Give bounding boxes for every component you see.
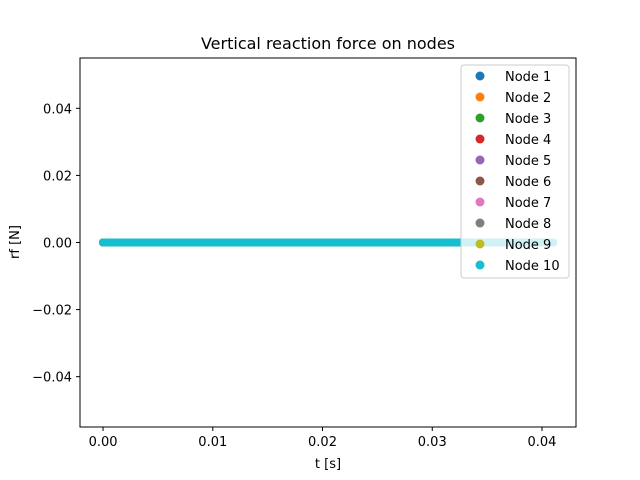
y-tick-label: 0.02 [43, 169, 72, 184]
y-axis-ticks: −0.04 −0.02 0.00 0.02 0.04 [32, 102, 80, 386]
legend-marker [475, 239, 485, 249]
x-tick-label: 0.03 [418, 435, 447, 450]
legend-entry: Node 5 [475, 154, 551, 169]
legend-marker [475, 155, 485, 165]
x-tick-label: 0.00 [89, 435, 118, 450]
y-axis-label: rf [N] [8, 225, 23, 259]
legend-entry: Node 9 [475, 238, 551, 253]
legend-marker [475, 134, 485, 144]
legend-box [460, 64, 570, 279]
legend-label: Node 4 [505, 133, 551, 148]
series-10 [99, 238, 557, 247]
legend-marker [475, 92, 485, 102]
y-tick-label: 0.04 [43, 102, 72, 117]
legend-label: Node 6 [505, 175, 551, 190]
legend-label: Node 1 [505, 70, 551, 85]
legend-entry: Node 8 [475, 217, 551, 232]
legend-entry: Node 7 [475, 196, 551, 211]
legend-entry: Node 3 [475, 112, 551, 127]
legend-label: Node 8 [505, 217, 551, 232]
legend-entry: Node 4 [475, 133, 551, 148]
legend-entry: Node 1 [475, 70, 551, 85]
legend: Node 1 Node 2 Node 3 Node 4 Node 5 Node 6 Node… [460, 64, 570, 279]
legend-label: Node 7 [505, 196, 551, 211]
legend-label: Node 10 [505, 259, 560, 274]
x-tick-label: 0.02 [308, 435, 337, 450]
chart-title: Vertical reaction force on nodes [201, 34, 455, 53]
y-tick-label: −0.02 [32, 304, 72, 319]
legend-marker [475, 218, 485, 228]
legend-marker [475, 176, 485, 186]
y-tick-label: 0.00 [43, 237, 72, 252]
legend-label: Node 9 [505, 238, 551, 253]
x-tick-label: 0.04 [528, 435, 557, 450]
y-tick-label: −0.04 [32, 371, 72, 386]
legend-label: Node 3 [505, 112, 551, 127]
legend-label: Node 5 [505, 154, 551, 169]
legend-entry: Node 2 [475, 91, 551, 106]
legend-marker [475, 260, 485, 270]
x-axis-label: t [s] [315, 457, 341, 472]
x-axis-ticks: 0.00 0.01 0.02 0.03 0.04 [89, 427, 557, 450]
legend-entry: Node 10 [475, 259, 560, 274]
legend-marker [475, 197, 485, 207]
legend-entry: Node 6 [475, 175, 551, 190]
legend-label: Node 2 [505, 91, 551, 106]
legend-marker [475, 113, 485, 123]
legend-marker [475, 71, 485, 81]
x-tick-label: 0.01 [198, 435, 227, 450]
